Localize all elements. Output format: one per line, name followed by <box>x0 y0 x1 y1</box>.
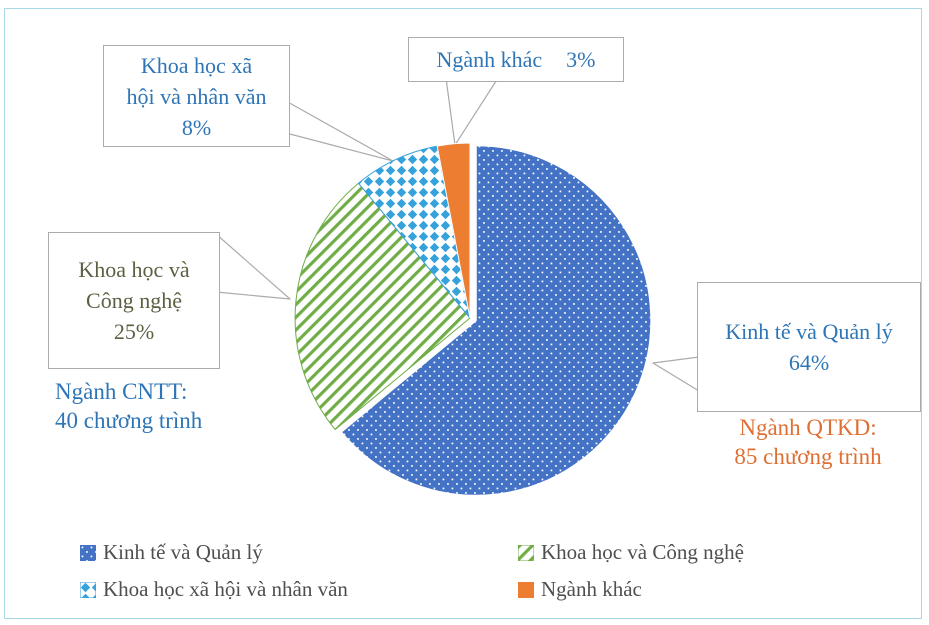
legend-label: Khoa học và Công nghệ <box>541 540 744 564</box>
legend-swatch-blue-dots-icon <box>80 544 96 561</box>
annotation-qtkd-line2: 85 chương trình <box>734 444 882 469</box>
callout-other-label: Ngành khác <box>436 47 543 72</box>
pie-slice-economics <box>340 144 652 497</box>
callout-social: Khoa học xã hội và nhân văn 8% <box>103 45 290 147</box>
pie <box>294 142 652 497</box>
callout-economics-value: 64% <box>788 350 830 375</box>
chart-border-frame <box>4 8 922 619</box>
callout-other: Ngành khác 3% <box>408 37 624 82</box>
annotation-qtkd-line1: Ngành QTKD: <box>739 415 877 440</box>
legend-swatch-green-stripes-icon <box>518 544 534 561</box>
annotation-cntt-line1: Ngành CNTT: <box>55 379 188 404</box>
callout-other-value: 3% <box>566 47 596 72</box>
callout-pointer-social <box>285 100 394 162</box>
legend-item-social: Khoa học xã hội và nhân văn <box>80 577 348 602</box>
pie-slice-science <box>294 182 471 431</box>
callout-science-line1: Khoa học và <box>78 257 190 282</box>
legend-item-science: Khoa học và Công nghệ <box>518 540 744 565</box>
annotation-cntt-line2: 40 chương trình <box>55 408 203 433</box>
legend-swatch-orange-solid-icon <box>518 581 534 598</box>
callout-science-line2: Công nghệ <box>86 288 182 313</box>
callout-social-line2: hội và nhân văn <box>126 83 267 109</box>
callout-social-line1: Khoa học xã <box>140 52 253 78</box>
callout-social-value: 8% <box>181 114 212 140</box>
callout-economics: Kinh tế và Quản lý 64% <box>697 282 921 412</box>
callout-pointer-other <box>445 77 499 146</box>
callout-pointer-economics <box>652 356 700 392</box>
callout-pointer-science <box>215 233 291 300</box>
annotation-cntt: Ngành CNTT: 40 chương trình <box>55 377 202 435</box>
legend-item-other: Ngành khác <box>518 577 642 602</box>
legend-swatch-blue-diamonds-icon <box>80 581 96 598</box>
legend-label: Kinh tế và Quản lý <box>103 540 263 564</box>
pie-slice-other <box>436 142 471 319</box>
legend-label: Khoa học xã hội và nhân văn <box>103 577 348 601</box>
callout-economics-line1: Kinh tế và Quản lý <box>725 319 893 344</box>
legend-item-economics: Kinh tế và Quản lý <box>80 540 263 565</box>
callout-science-value: 25% <box>113 319 155 344</box>
legend-label: Ngành khác <box>541 577 642 601</box>
callout-science: Khoa học và Công nghệ 25% <box>48 232 220 369</box>
annotation-qtkd: Ngành QTKD: 85 chương trình <box>702 413 914 471</box>
